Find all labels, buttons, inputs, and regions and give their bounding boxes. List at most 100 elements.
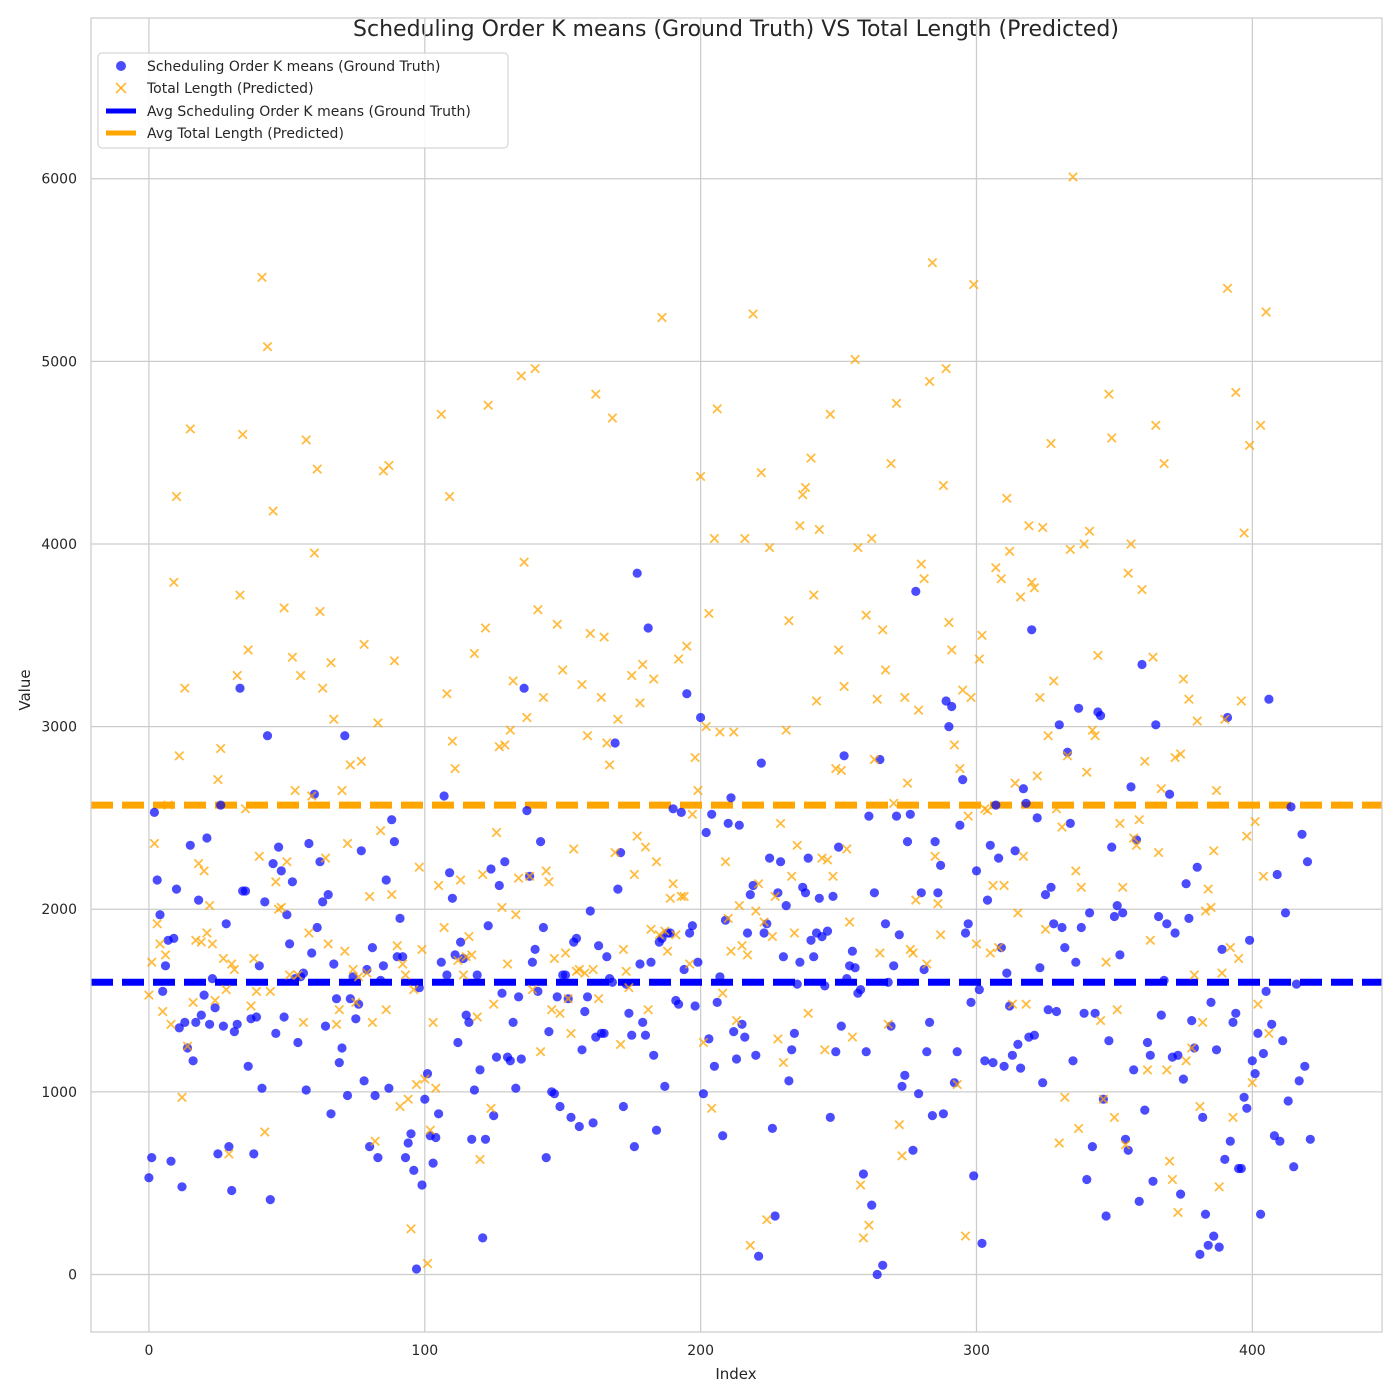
ground-truth-point: [1148, 1176, 1158, 1186]
ground-truth-point: [668, 804, 678, 814]
predicted-point: [193, 858, 204, 869]
ground-truth-point: [500, 857, 510, 867]
ground-truth-point: [1253, 1028, 1263, 1038]
ground-truth-point: [420, 1094, 430, 1104]
ground-truth-point: [599, 1028, 609, 1038]
ground-truth-point: [1236, 1163, 1246, 1174]
ground-truth-point: [836, 1021, 846, 1031]
grid-lines: [91, 18, 1382, 1332]
predicted-point: [293, 970, 303, 980]
predicted-point: [530, 363, 540, 374]
ground-truth-point: [649, 1050, 659, 1060]
ground-truth-point: [778, 952, 789, 962]
ground-truth-point: [182, 1043, 193, 1053]
ground-truth-point: [229, 1027, 239, 1037]
predicted-point: [872, 694, 883, 705]
ground-truth-point: [158, 986, 168, 997]
predicted-point: [830, 763, 841, 774]
predicted-point: [381, 1004, 392, 1015]
ground-truth-point: [406, 1129, 416, 1139]
predicted-point: [1079, 539, 1089, 549]
predicted-point: [1007, 999, 1018, 1010]
ground-truth-point: [1200, 1209, 1211, 1219]
predicted-point: [665, 893, 676, 904]
predicted-point: [657, 312, 667, 323]
ground-truth-point: [351, 1014, 361, 1024]
predicted-point: [557, 665, 568, 675]
predicted-point: [888, 798, 899, 809]
ground-truth-point: [806, 935, 816, 945]
predicted-point: [527, 984, 538, 995]
ground-truth-point: [155, 910, 165, 920]
ground-truth-point: [698, 1089, 709, 1099]
ground-truth-point: [331, 994, 342, 1004]
predicted-point: [1253, 999, 1263, 1010]
ground-truth-point: [516, 1054, 526, 1064]
ground-truth-point: [544, 1027, 554, 1037]
predicted-point: [1059, 1092, 1070, 1103]
ground-truth-point: [205, 1019, 215, 1029]
ground-truth-point: [1071, 957, 1081, 967]
predicted-point: [384, 460, 394, 471]
ground-truth-point: [867, 1200, 877, 1210]
predicted-point: [254, 851, 265, 862]
ground-truth-point: [1162, 919, 1172, 929]
ground-truth-point: [856, 985, 866, 995]
predicted-point: [808, 590, 819, 600]
predicted-point: [152, 918, 163, 929]
predicted-point: [684, 959, 695, 969]
ground-truth-point: [936, 860, 946, 871]
ground-truth-point: [955, 820, 965, 830]
ground-truth-point: [1225, 1136, 1235, 1146]
ground-truth-point: [240, 886, 251, 896]
predicted-point: [643, 1004, 654, 1015]
ground-truth-point: [218, 1021, 228, 1031]
ground-truth-point: [285, 939, 295, 949]
ground-truth-point: [147, 1153, 157, 1163]
predicted-point: [469, 648, 480, 659]
legend-marker-ground-truth: [116, 61, 126, 71]
ground-truth-point: [1264, 694, 1274, 704]
predicted-point: [607, 413, 618, 423]
predicted-point: [240, 803, 251, 814]
predicted-point: [304, 928, 314, 938]
predicted-point: [237, 429, 248, 440]
ground-truth-point: [549, 1089, 560, 1099]
ground-truth-point: [1261, 986, 1271, 997]
predicted-point: [673, 654, 684, 664]
ground-truth-point: [687, 921, 698, 931]
ground-truth-point: [251, 1012, 262, 1022]
predicted-point: [624, 982, 634, 993]
ground-truth-point: [925, 1017, 935, 1027]
ground-truth-point: [202, 833, 212, 843]
ground-truth-point: [960, 928, 971, 938]
ground-truth-point: [144, 1173, 154, 1183]
ground-truth-point: [574, 1121, 584, 1132]
ground-truth-point: [1291, 979, 1302, 989]
predicted-point: [1087, 725, 1098, 736]
plot-frame: [90, 17, 1383, 1333]
ground-truth-point: [635, 959, 645, 969]
predicted-point: [817, 853, 827, 863]
predicted-point: [1178, 674, 1189, 684]
ground-truth-point: [938, 1109, 949, 1119]
ground-truth-point: [693, 957, 703, 967]
ground-truth-point: [795, 957, 805, 967]
ground-truth-point: [582, 992, 593, 1002]
predicted-point: [1081, 767, 1092, 778]
predicted-point: [825, 409, 836, 420]
ground-truth-point: [530, 944, 540, 955]
ground-truth-point: [491, 1052, 502, 1062]
predicted-point: [315, 606, 325, 617]
y-tick-label: 2000: [41, 902, 77, 918]
predicted-point: [795, 520, 805, 531]
predicted-point: [681, 641, 692, 652]
ground-truth-point: [1013, 1039, 1023, 1049]
ground-truth-point: [1239, 1092, 1249, 1102]
predicted-point: [295, 670, 306, 681]
predicted-point: [442, 688, 452, 699]
predicted-point: [1115, 818, 1125, 829]
ground-truth-point: [776, 857, 786, 867]
predicted-point: [1148, 652, 1158, 663]
ground-truth-point: [1302, 857, 1313, 867]
